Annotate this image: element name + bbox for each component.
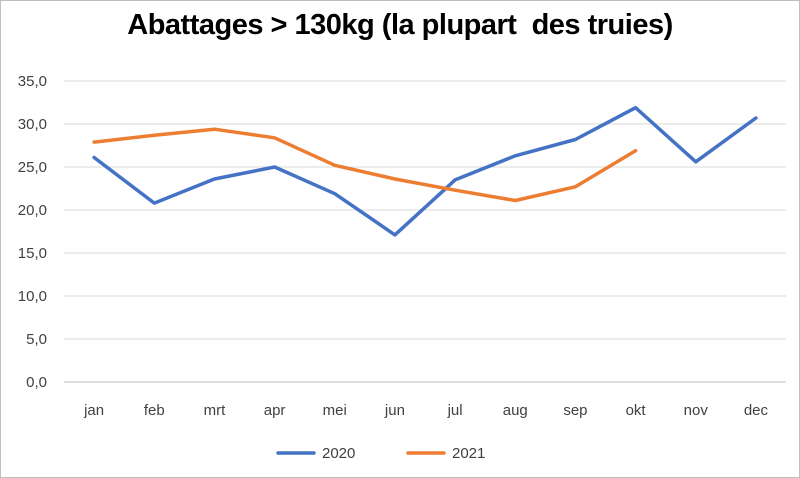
legend: 2020 2021 [276, 445, 485, 462]
y-axis-tick-labels: 0,0 5,0 10,0 15,0 20,0 25,0 30,0 35,0 [18, 73, 47, 391]
series-line-2020 [92, 105, 758, 237]
series-line-2021 [92, 127, 638, 203]
x-tick-label: feb [144, 402, 165, 419]
y-tick-label: 30,0 [18, 116, 47, 133]
x-tick-label: sep [563, 402, 587, 419]
y-tick-label: 15,0 [18, 245, 47, 262]
y-tick-label: 35,0 [18, 73, 47, 90]
y-tick-label: 10,0 [18, 288, 47, 305]
chart-title: Abattages > 130kg (la plupart des truies… [127, 9, 673, 41]
y-tick-label: 0,0 [26, 374, 47, 391]
gridlines [64, 80, 786, 383]
x-axis-tick-labels: jan feb mrt apr mei jun jul aug sep okt nov dec [83, 402, 768, 419]
x-tick-label: mrt [204, 402, 226, 419]
x-tick-label: dec [744, 402, 769, 419]
y-tick-label: 25,0 [18, 159, 47, 176]
legend-label-2021: 2021 [452, 445, 485, 462]
x-tick-label: nov [684, 402, 709, 419]
x-tick-label: okt [626, 402, 647, 419]
x-tick-label: jul [447, 402, 463, 419]
y-tick-label: 5,0 [26, 331, 47, 348]
x-tick-label: apr [264, 402, 286, 419]
x-tick-label: jan [83, 402, 104, 419]
x-tick-label: mei [323, 402, 347, 419]
x-tick-label: aug [503, 402, 528, 419]
x-tick-label: jun [384, 402, 405, 419]
y-tick-label: 20,0 [18, 202, 47, 219]
series-lines [92, 105, 758, 237]
legend-label-2020: 2020 [322, 445, 355, 462]
